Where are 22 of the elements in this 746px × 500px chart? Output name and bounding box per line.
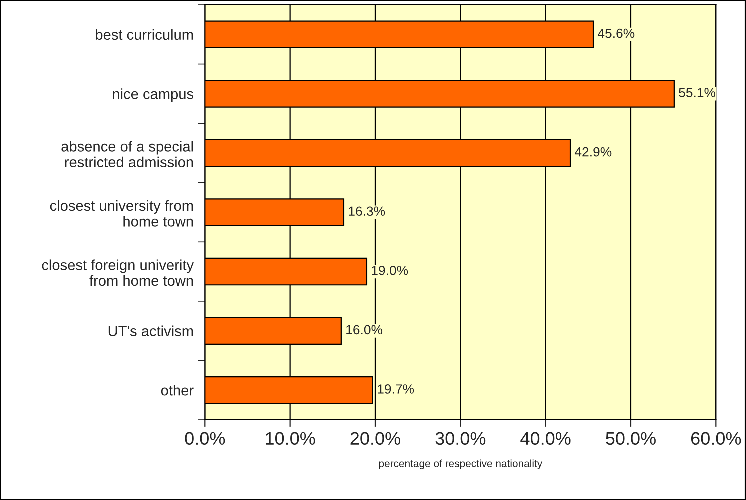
x-axis-title: percentage of respective nationality <box>379 460 543 470</box>
x-tick-label: 20.0% <box>350 432 400 446</box>
x-tick-label: 0.0% <box>185 432 226 446</box>
data-label: 55.1% <box>679 88 716 98</box>
x-tick-label: 50.0% <box>606 432 656 446</box>
data-label: 16.0% <box>346 325 383 335</box>
x-tick-label: 40.0% <box>520 432 571 446</box>
y-tick-label: closest foreign univerity from home town <box>42 260 194 286</box>
data-label: 42.9% <box>574 147 612 157</box>
data-label: 45.6% <box>598 28 635 38</box>
y-tick-label: UT's activism <box>108 326 194 336</box>
y-tick-label: other <box>161 385 194 396</box>
data-label: 19.7% <box>378 384 414 394</box>
x-tick-label: 10.0% <box>266 432 316 446</box>
y-tick-label: absence of a special restricted admission <box>62 141 194 168</box>
x-tick-label: 30.0% <box>436 432 486 446</box>
y-tick-label: best curriculum <box>96 29 194 40</box>
data-label: 19.0% <box>372 266 408 276</box>
x-tick-label: 60.0% <box>691 432 742 446</box>
data-label: 16.3% <box>349 206 386 216</box>
y-tick-label: closest university from home town <box>50 200 194 227</box>
y-tick-label: nice campus <box>113 88 194 102</box>
